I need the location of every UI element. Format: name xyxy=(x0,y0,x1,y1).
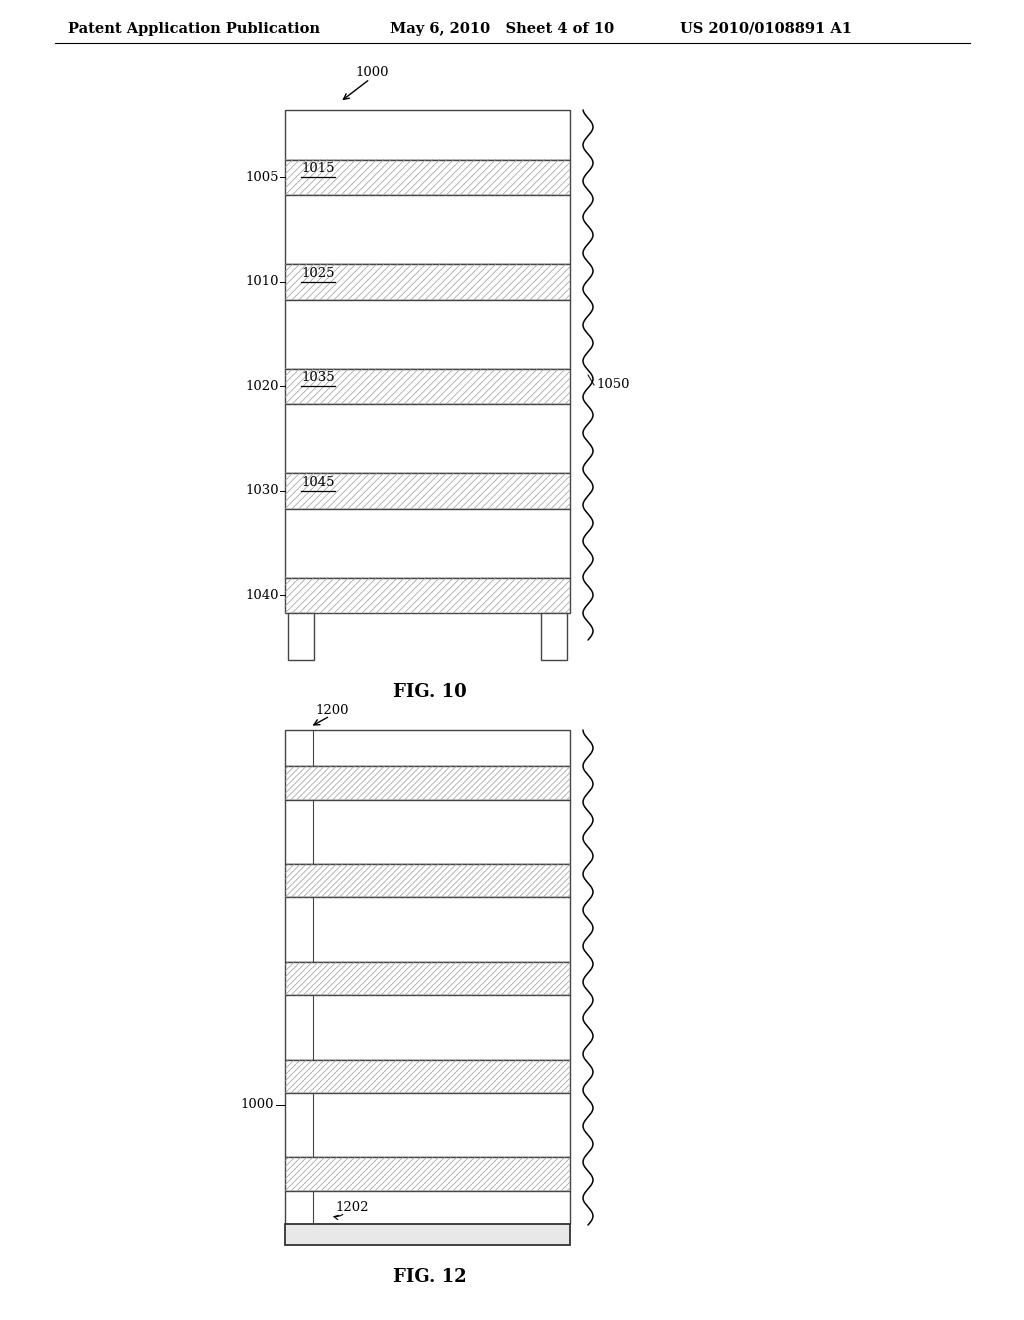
Text: FIG. 10: FIG. 10 xyxy=(393,682,467,701)
Text: 1015: 1015 xyxy=(301,162,335,176)
Text: 1010: 1010 xyxy=(246,276,279,288)
Bar xyxy=(285,160,570,195)
Bar xyxy=(285,730,570,766)
Bar xyxy=(285,1060,570,1093)
Text: 1020: 1020 xyxy=(246,380,279,393)
Text: 1045: 1045 xyxy=(301,477,335,488)
Text: US 2010/0108891 A1: US 2010/0108891 A1 xyxy=(680,22,852,36)
Bar xyxy=(288,614,314,660)
Text: 1035: 1035 xyxy=(301,371,335,384)
Bar xyxy=(285,195,570,264)
Bar xyxy=(285,863,570,898)
Bar xyxy=(285,508,570,578)
Bar xyxy=(285,1225,570,1245)
Text: 1025: 1025 xyxy=(301,267,335,280)
Bar xyxy=(541,614,567,660)
Bar xyxy=(285,898,570,962)
Bar xyxy=(285,1158,570,1191)
Text: 1000: 1000 xyxy=(355,66,388,78)
Bar xyxy=(285,300,570,368)
Bar xyxy=(285,578,570,614)
Bar xyxy=(285,1191,570,1225)
Bar xyxy=(285,1093,570,1158)
Bar xyxy=(285,368,570,404)
Bar xyxy=(285,995,570,1060)
Text: 1040: 1040 xyxy=(246,589,279,602)
Text: 1000: 1000 xyxy=(240,1098,273,1111)
Text: Patent Application Publication: Patent Application Publication xyxy=(68,22,319,36)
Bar xyxy=(285,800,570,863)
Bar xyxy=(285,404,570,473)
Bar xyxy=(285,766,570,800)
Text: 1202: 1202 xyxy=(335,1201,369,1214)
Bar xyxy=(285,264,570,300)
Text: May 6, 2010   Sheet 4 of 10: May 6, 2010 Sheet 4 of 10 xyxy=(390,22,614,36)
Bar xyxy=(285,962,570,995)
Text: 1050: 1050 xyxy=(596,379,630,392)
Text: 1005: 1005 xyxy=(246,170,279,183)
Bar xyxy=(285,110,570,160)
Bar xyxy=(285,473,570,508)
Text: 1200: 1200 xyxy=(315,704,348,717)
Text: FIG. 12: FIG. 12 xyxy=(393,1269,467,1286)
Text: 1030: 1030 xyxy=(246,484,279,498)
